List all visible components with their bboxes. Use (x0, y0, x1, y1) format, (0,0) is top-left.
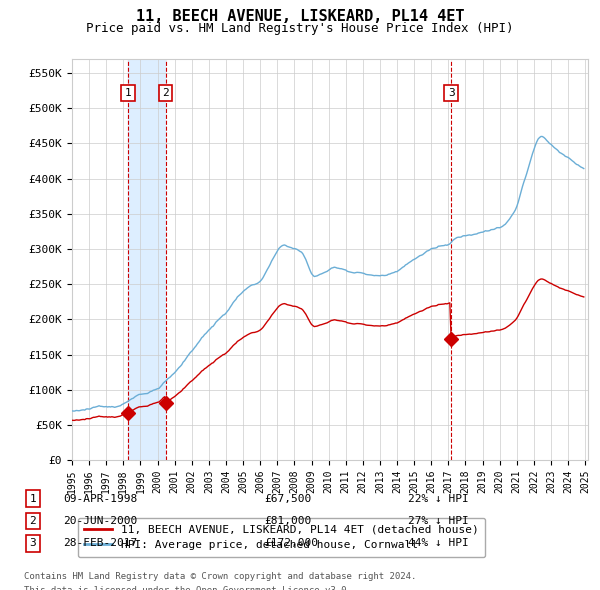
Text: This data is licensed under the Open Government Licence v3.0.: This data is licensed under the Open Gov… (24, 586, 352, 590)
Text: £172,000: £172,000 (264, 539, 318, 548)
Text: 1: 1 (125, 88, 131, 98)
Text: 20-JUN-2000: 20-JUN-2000 (63, 516, 137, 526)
Text: 1: 1 (29, 494, 37, 503)
Text: £67,500: £67,500 (264, 494, 311, 503)
Text: £81,000: £81,000 (264, 516, 311, 526)
Text: 2: 2 (29, 516, 37, 526)
Text: 27% ↓ HPI: 27% ↓ HPI (408, 516, 469, 526)
Text: 09-APR-1998: 09-APR-1998 (63, 494, 137, 503)
Text: 2: 2 (162, 88, 169, 98)
Text: Price paid vs. HM Land Registry's House Price Index (HPI): Price paid vs. HM Land Registry's House … (86, 22, 514, 35)
Text: 28-FEB-2017: 28-FEB-2017 (63, 539, 137, 548)
Text: 3: 3 (448, 88, 454, 98)
Text: Contains HM Land Registry data © Crown copyright and database right 2024.: Contains HM Land Registry data © Crown c… (24, 572, 416, 581)
Text: 11, BEECH AVENUE, LISKEARD, PL14 4ET: 11, BEECH AVENUE, LISKEARD, PL14 4ET (136, 9, 464, 24)
Bar (128, 59, 164, 460)
Text: 44% ↓ HPI: 44% ↓ HPI (408, 539, 469, 548)
Legend: 11, BEECH AVENUE, LISKEARD, PL14 4ET (detached house), HPI: Average price, detac: 11, BEECH AVENUE, LISKEARD, PL14 4ET (de… (77, 518, 485, 557)
Text: 22% ↓ HPI: 22% ↓ HPI (408, 494, 469, 503)
Text: 3: 3 (29, 539, 37, 548)
